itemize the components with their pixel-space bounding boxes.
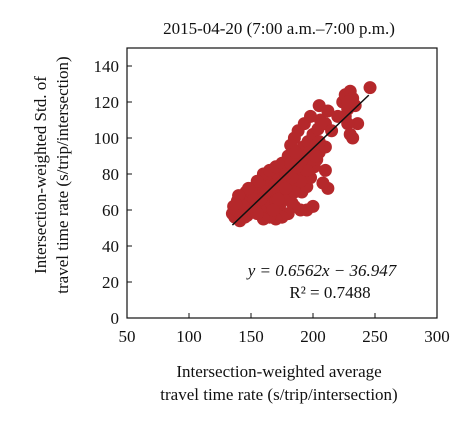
x-tick-label: 100 <box>176 327 202 346</box>
plot-frame <box>126 47 438 319</box>
x-axis-label-line-2: travel time rate (s/trip/intersection) <box>160 385 397 404</box>
y-tick-label: 140 <box>94 57 120 76</box>
data-point <box>266 203 280 217</box>
y-axis-label: Intersection-weighted Std. of travel tim… <box>31 56 72 293</box>
data-point <box>316 176 330 190</box>
y-tick-label: 100 <box>94 129 120 148</box>
data-point <box>306 199 320 213</box>
x-axis-label-line-1: Intersection-weighted average <box>176 362 381 381</box>
equation-annotation: y = 0.6562x − 36.947 <box>246 261 398 280</box>
x-tick-label: 300 <box>424 327 450 346</box>
y-tick-label: 60 <box>102 201 119 220</box>
y-tick-label: 0 <box>111 309 120 328</box>
data-point <box>279 181 293 195</box>
data-point <box>234 208 248 222</box>
data-point <box>318 163 332 177</box>
y-tick-label: 120 <box>94 93 120 112</box>
plot-area: 50 100 150 200 250 300 0 20 40 60 80 100 120 140 <box>94 47 450 346</box>
data-point <box>321 104 335 118</box>
y-tick-label: 40 <box>102 237 119 256</box>
x-tick-label: 150 <box>238 327 264 346</box>
x-tick-label: 250 <box>362 327 388 346</box>
data-point <box>346 131 360 145</box>
data-point <box>300 163 314 177</box>
y-axis-label-line-2: travel time rate (s/trip/intersection) <box>53 56 72 293</box>
x-tick-label: 50 <box>119 327 136 346</box>
trendline <box>231 94 370 226</box>
data-point <box>341 95 355 109</box>
data-point <box>304 109 318 123</box>
data-point <box>250 174 264 188</box>
y-axis-label-line-1: Intersection-weighted Std. of <box>31 76 50 274</box>
data-point <box>289 145 303 159</box>
data-point <box>242 181 256 195</box>
x-tick-label: 200 <box>300 327 326 346</box>
y-tick-label: 20 <box>102 273 119 292</box>
data-point <box>351 117 365 131</box>
data-point <box>363 81 377 95</box>
r-squared-annotation: R² = 0.7488 <box>289 283 370 302</box>
data-point <box>308 149 322 163</box>
data-point <box>271 192 285 206</box>
y-tick-label: 80 <box>102 165 119 184</box>
data-point <box>229 198 243 212</box>
chart-title: 2015-04-20 (7:00 a.m.–7:00 p.m.) <box>163 19 395 38</box>
